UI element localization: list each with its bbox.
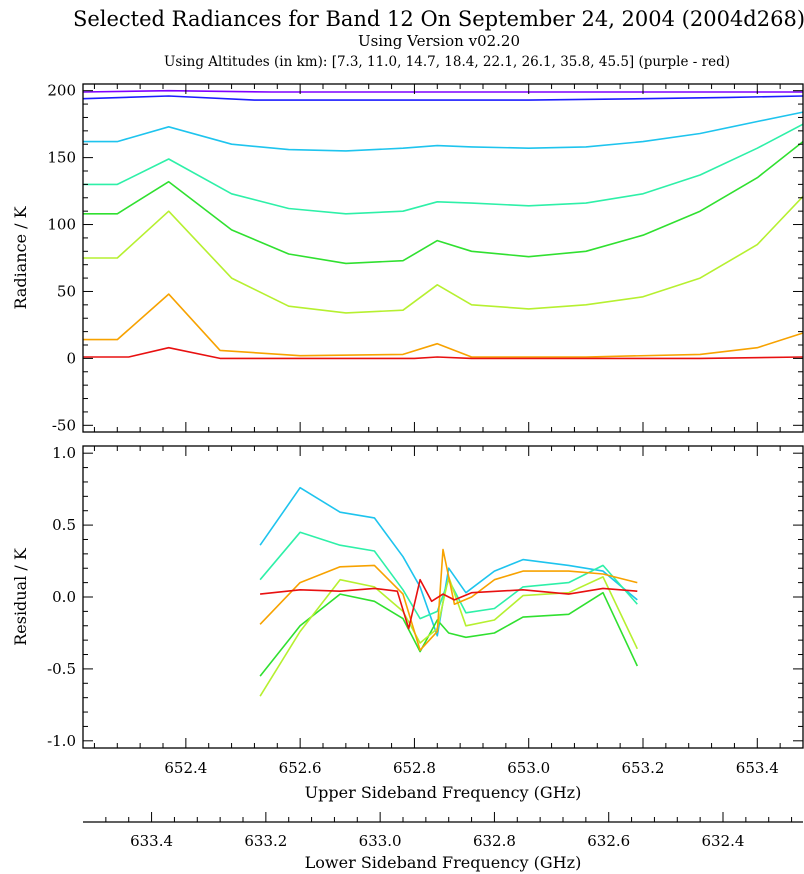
y-tick-label: 0.0 xyxy=(52,588,76,606)
x-tick-label: 652.4 xyxy=(164,759,207,777)
x-tick-label: 653.4 xyxy=(736,759,779,777)
lsb-tick-label: 633.2 xyxy=(244,832,287,850)
y-tick-label: 150 xyxy=(47,149,76,167)
y-tick-label: 0.5 xyxy=(52,516,76,534)
residual-series-22.1km xyxy=(259,591,639,677)
radiance-series-7.3km xyxy=(82,89,803,93)
lsb-tick-label: 633.0 xyxy=(359,832,402,850)
radiance-series-18.4km xyxy=(83,123,804,215)
lower-sideband-axis-label: Lower Sideband Frequency (GHz) xyxy=(305,853,582,872)
chart-title: Selected Radiances for Band 12 On Septem… xyxy=(73,7,804,31)
radiance-series-14.7km xyxy=(83,111,804,152)
residual-series-35.8km xyxy=(259,548,638,652)
lower-sideband-axis-ticks: 633.4 633.2 633.0 632.8 632.6 632.4 xyxy=(105,812,793,850)
radiance-series-26.1km xyxy=(83,195,804,314)
residual-panel: -1.0 -0.5 0.0 0.5 1.0 652.4 652.6 652.8 653.0 653… xyxy=(11,444,804,802)
lsb-tick-label: 632.4 xyxy=(702,832,745,850)
radiance-series-group xyxy=(82,89,804,360)
residual-series-45.5km xyxy=(260,578,638,630)
y-tick-label: -50 xyxy=(52,416,76,434)
lsb-tick-label: 632.6 xyxy=(587,832,630,850)
y-tick-label: 100 xyxy=(47,216,76,234)
radiance-axis-ticks: -50 0 50 100 150 200 xyxy=(47,82,804,434)
radiance-series-11km xyxy=(82,95,804,101)
y-tick-label: 0 xyxy=(66,349,76,367)
chart-subtitle-altitudes: Using Altitudes (in km): [7.3, 11.0, 14.… xyxy=(164,54,730,70)
x-tick-label: 652.6 xyxy=(279,759,322,777)
radiance-series-35.8km xyxy=(83,293,804,358)
y-tick-label: 1.0 xyxy=(52,444,76,462)
residual-series-26.1km xyxy=(259,576,639,697)
y-tick-label: -1.0 xyxy=(47,732,76,750)
radiance-series-22.1km xyxy=(83,140,804,265)
y-tick-label: 200 xyxy=(47,82,76,100)
y-tick-label: 50 xyxy=(57,282,76,300)
radiance-series-45.5km xyxy=(83,346,804,360)
residual-series-group xyxy=(259,486,639,697)
residual-y-axis-label: Residual / K xyxy=(11,547,30,646)
upper-sideband-axis-label: Upper Sideband Frequency (GHz) xyxy=(305,783,582,802)
x-tick-label: 653.0 xyxy=(507,759,550,777)
x-tick-label: 652.8 xyxy=(393,759,436,777)
residual-axis-ticks: -1.0 -0.5 0.0 0.5 1.0 652.4 652.6 652.8 653.0 653… xyxy=(47,444,804,777)
lsb-tick-label: 633.4 xyxy=(130,832,173,850)
radiance-y-axis-label: Radiance / K xyxy=(11,205,30,309)
residual-series-18.4km xyxy=(259,531,638,620)
lower-sideband-axis: 633.4 633.2 633.0 632.8 632.6 632.4 Lower Sid… xyxy=(83,812,803,872)
x-tick-label: 653.2 xyxy=(622,759,665,777)
radiance-panel-frame xyxy=(82,83,804,433)
radiance-panel: -50 0 50 100 150 200 Radiance / K xyxy=(11,82,804,434)
lsb-tick-label: 632.8 xyxy=(473,832,516,850)
chart-subtitle: Using Version v02.20 xyxy=(358,32,520,50)
y-tick-label: -0.5 xyxy=(47,660,76,678)
